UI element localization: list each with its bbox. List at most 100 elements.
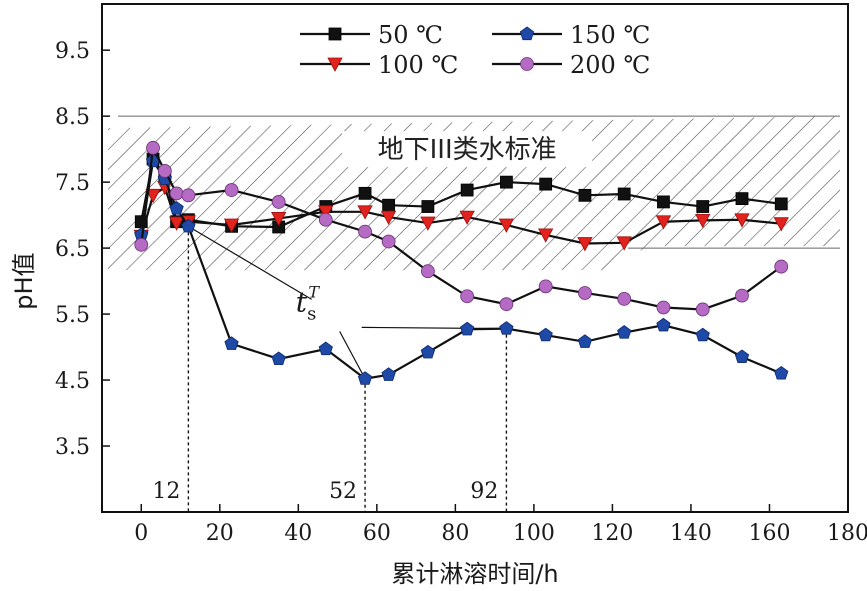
annotation-marker-label: 92 xyxy=(470,479,498,504)
annotations: 12 52 92 xyxy=(152,225,508,512)
annotation-callout-line xyxy=(339,331,366,380)
plot-frame xyxy=(101,3,849,513)
x-tick-label: 20 xyxy=(206,521,234,546)
data-point xyxy=(420,264,435,279)
annotation-marker-label: 12 xyxy=(152,479,180,504)
standard-band-label: 地下III类水标准 xyxy=(378,135,557,165)
ts-superscript: T xyxy=(308,282,320,301)
y-tick-label: 4.5 xyxy=(55,369,90,394)
x-tick-label: 160 xyxy=(748,521,790,546)
data-point xyxy=(734,349,750,364)
y-tick-label: 3.5 xyxy=(55,435,90,460)
data-point xyxy=(420,216,436,231)
x-tick-label: 180 xyxy=(827,521,867,546)
y-tick-label: 7.5 xyxy=(55,171,90,196)
series-3 xyxy=(134,140,789,317)
y-tick-label: 8.5 xyxy=(55,105,90,130)
x-axis: 0 20 40 60 80 100 120 140 160 180 xyxy=(134,504,867,546)
data-point xyxy=(318,341,333,356)
data-point xyxy=(421,200,435,213)
data-point xyxy=(157,164,172,178)
data-point xyxy=(357,205,373,220)
data-point xyxy=(357,371,373,385)
data-point xyxy=(271,195,286,209)
x-tick-label: 100 xyxy=(513,521,555,546)
legend-entry: 100 ℃ xyxy=(300,51,458,79)
ts-main: t xyxy=(296,285,308,318)
y-tick-label: 9.5 xyxy=(55,39,90,64)
x-tick-label: 140 xyxy=(670,521,712,546)
y-tick-label: 6.5 xyxy=(55,237,90,262)
data-point xyxy=(617,292,632,306)
data-point xyxy=(500,175,513,189)
data-point xyxy=(656,317,671,332)
data-point xyxy=(696,200,710,213)
data-point xyxy=(181,218,196,233)
legend-label: 150 ℃ xyxy=(570,21,650,49)
x-tick-label: 120 xyxy=(591,521,633,546)
data-point xyxy=(538,327,553,342)
data-point xyxy=(382,198,396,212)
data-point xyxy=(460,289,475,304)
legend-marker xyxy=(327,57,343,72)
data-point xyxy=(577,237,593,252)
data-point xyxy=(145,188,161,204)
legend-entry: 150 ℃ xyxy=(492,21,650,49)
data-point xyxy=(271,351,286,366)
data-point xyxy=(358,224,372,239)
data-point xyxy=(539,177,553,191)
data-point xyxy=(538,279,553,294)
data-point xyxy=(499,321,514,335)
data-point xyxy=(774,365,789,380)
y-axis-title: pH值 xyxy=(10,252,38,309)
series-2 xyxy=(134,153,789,385)
data-point xyxy=(695,302,710,317)
data-point xyxy=(459,210,475,225)
data-point xyxy=(578,188,592,202)
x-tick-label: 80 xyxy=(441,521,469,546)
data-point xyxy=(773,217,789,232)
legend-entry: 200 ℃ xyxy=(492,51,650,79)
data-point xyxy=(735,192,749,206)
standard-band-label-background xyxy=(342,131,593,168)
annotation-callout-line xyxy=(188,225,312,300)
data-point xyxy=(774,197,788,211)
data-point xyxy=(380,210,397,225)
x-axis-title: 累计淋溶时间/h xyxy=(391,560,558,588)
data-point xyxy=(460,183,474,197)
data-point xyxy=(656,300,671,315)
series-layer xyxy=(133,140,789,385)
legend-label: 50 ℃ xyxy=(378,21,443,49)
data-point xyxy=(318,205,334,220)
x-tick-label: 60 xyxy=(363,521,391,546)
legend-label: 100 ℃ xyxy=(378,51,458,79)
data-point xyxy=(655,215,672,230)
x-tick-label: 0 xyxy=(134,521,148,546)
data-point xyxy=(734,213,750,228)
data-point xyxy=(381,234,396,249)
annotation-marker-label: 52 xyxy=(329,479,357,504)
data-point xyxy=(578,286,592,300)
data-point xyxy=(358,186,372,200)
data-point xyxy=(181,188,196,203)
legend-marker xyxy=(519,26,535,41)
y-axis: 3.5 4.5 5.5 6.5 7.5 8.5 9.5 xyxy=(55,39,110,460)
standard-band-hatch xyxy=(108,116,840,271)
y-tick-label: 5.5 xyxy=(55,303,90,328)
data-point xyxy=(460,321,475,336)
data-point xyxy=(169,186,184,201)
x-tick-label: 40 xyxy=(284,521,312,546)
data-point xyxy=(224,183,239,197)
data-point xyxy=(617,325,632,339)
data-point xyxy=(616,236,632,251)
legend-entry: 50 ℃ xyxy=(300,21,443,49)
ts-annotation-label: tsT xyxy=(296,282,321,324)
data-point xyxy=(617,187,631,201)
data-point xyxy=(420,344,436,359)
legend-label: 200 ℃ xyxy=(570,51,650,79)
data-point xyxy=(735,288,749,303)
data-point xyxy=(538,228,554,243)
legend-marker xyxy=(328,27,342,41)
